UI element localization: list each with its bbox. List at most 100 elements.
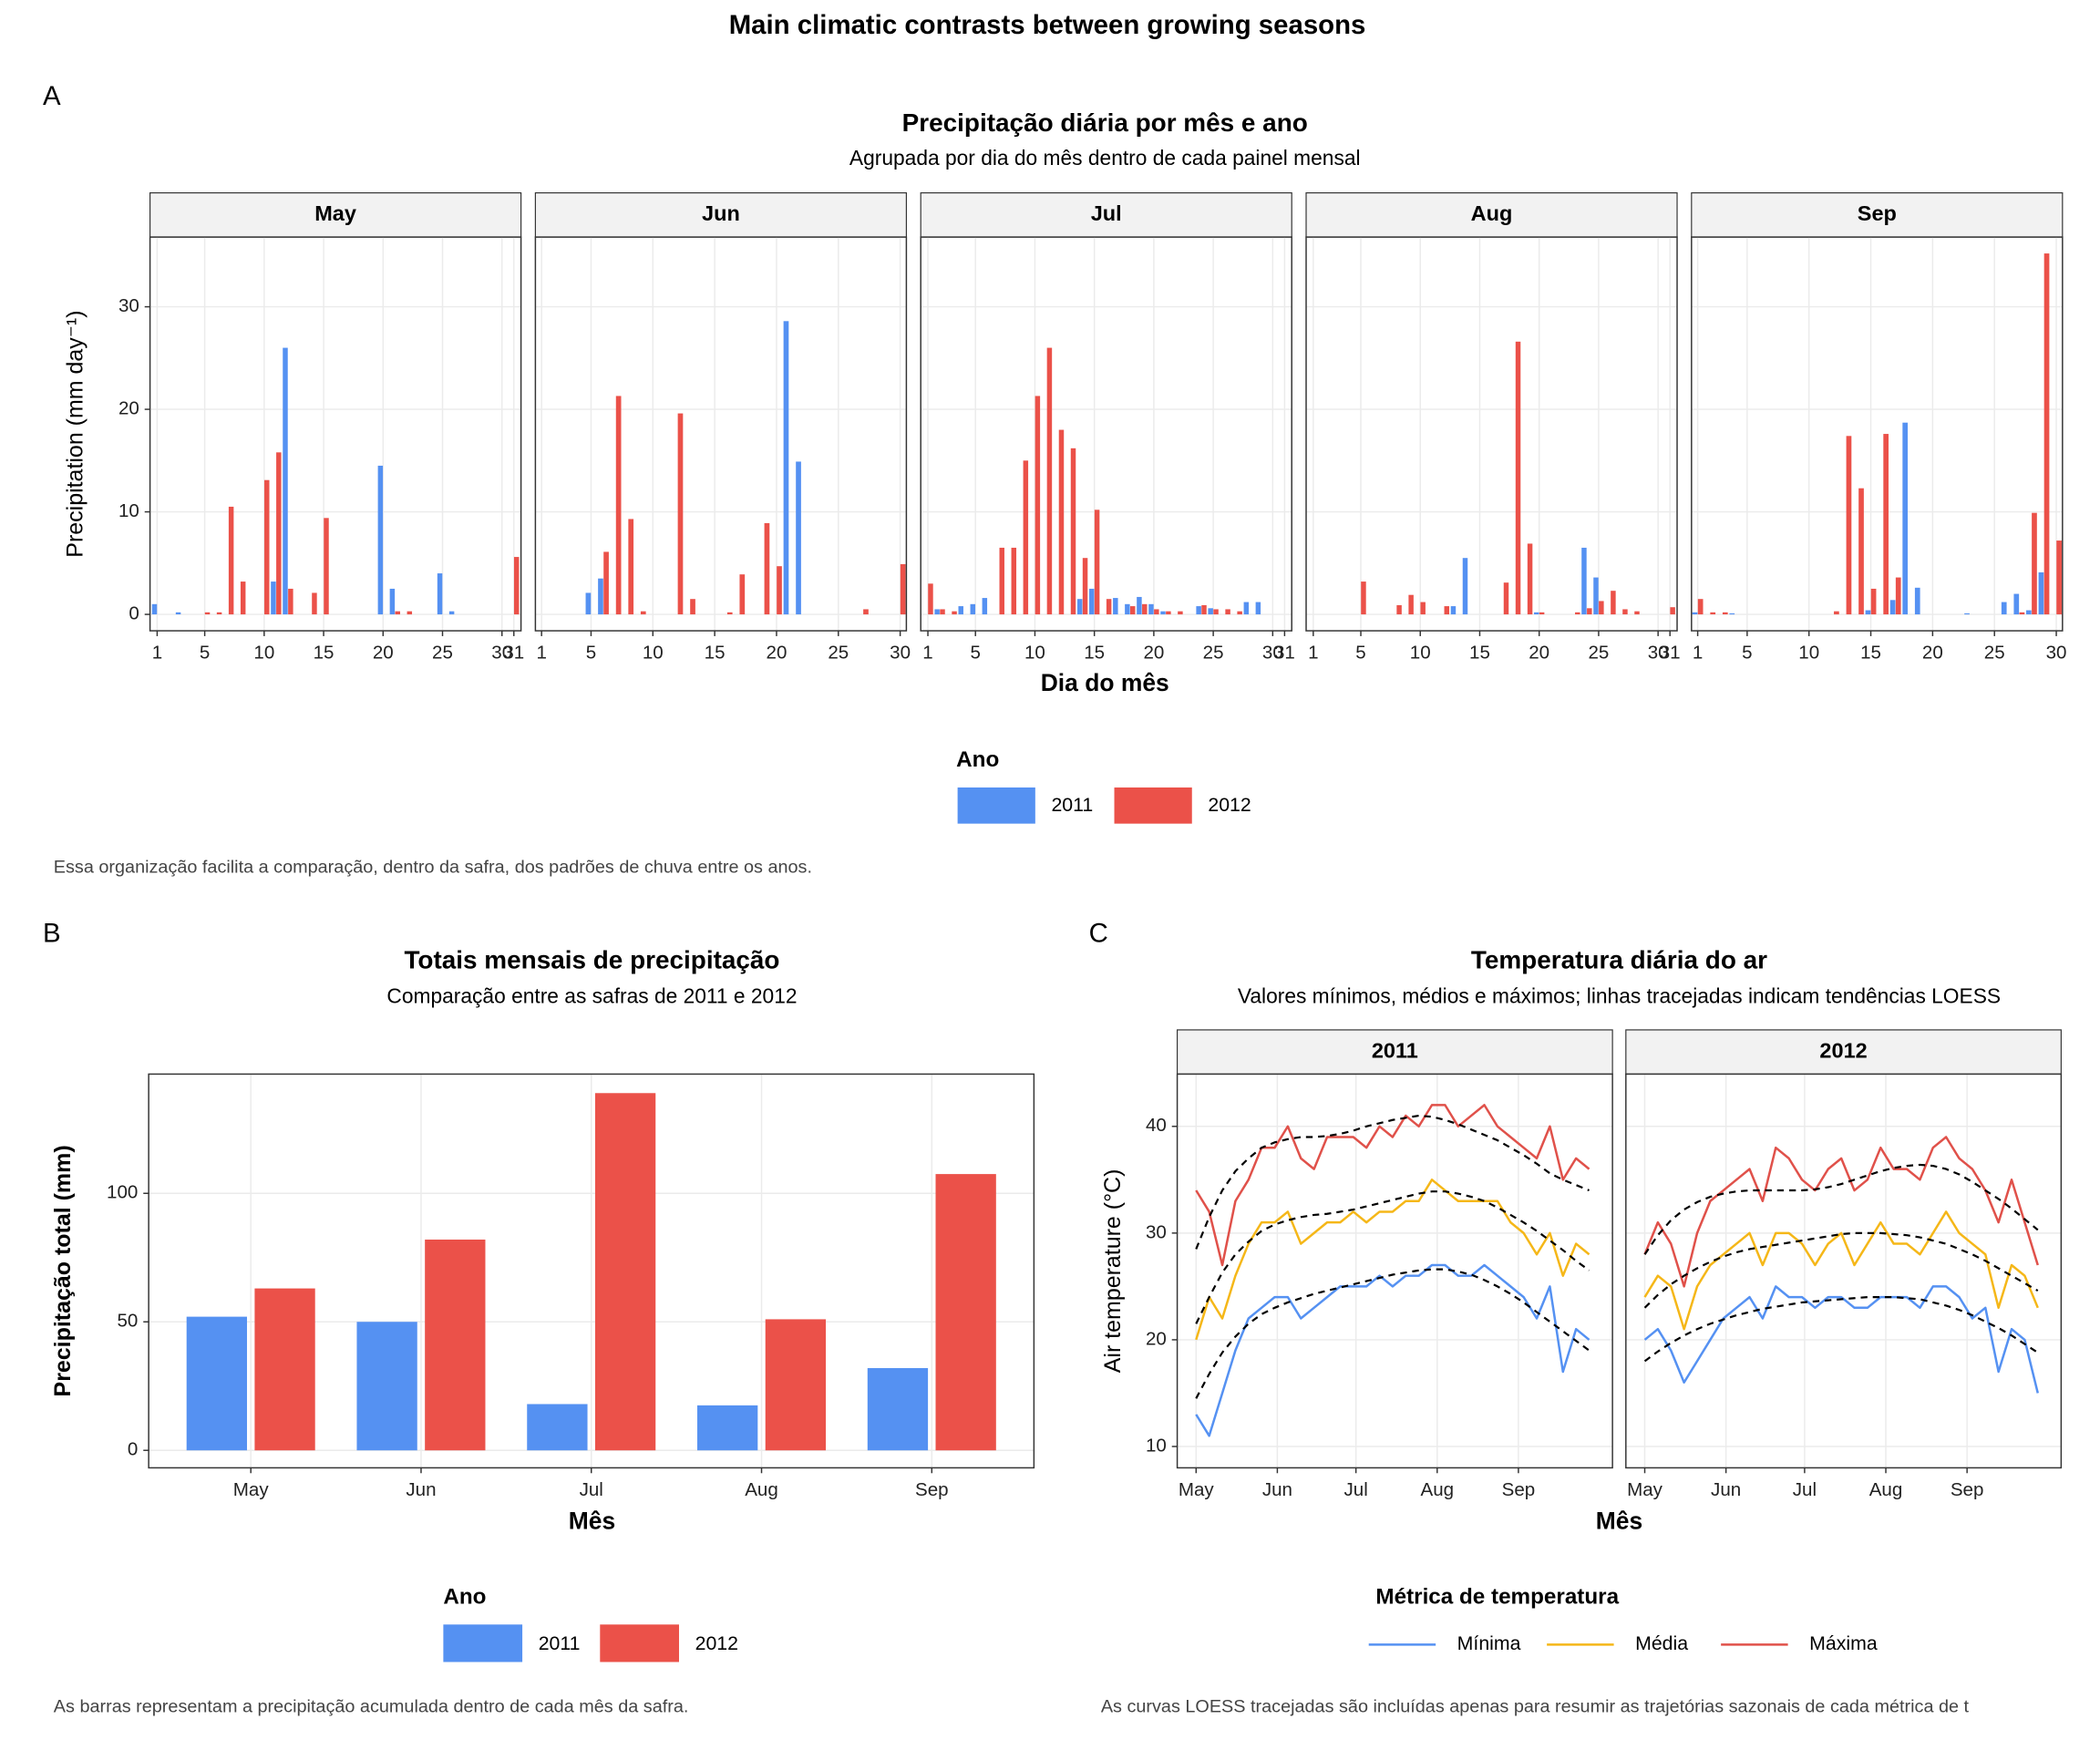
bar [407,611,413,615]
chart-title: Temperatura diária do ar [1471,945,1767,973]
line [1195,1263,1590,1437]
x-tick-label: 25 [828,642,849,663]
x-tick-label: May [1179,1479,1215,1500]
y-tick-label: 20 [1146,1328,1167,1349]
y-axis-title: Air temperature (°C) [1100,1169,1126,1374]
x-tick-label: 20 [767,642,788,663]
panel-border [149,236,522,632]
bar [1420,602,1426,615]
bar [1527,543,1533,615]
x-tick-label: 31 [1660,642,1681,663]
bar [425,1240,486,1451]
bar [377,465,384,615]
chart-title: Precipitação diária por mês e ano [902,108,1308,137]
bar [982,598,988,615]
x-tick-label: 15 [1084,642,1105,663]
bar [1201,604,1207,615]
x-tick-label: 30 [491,642,512,663]
x-tick-label: Aug [1869,1479,1903,1500]
x-tick-label: 1 [1693,642,1703,663]
bar [2026,610,2032,615]
bar [228,506,234,615]
figure-title: Main climatic contrasts between growing … [729,10,1366,40]
bar [1599,601,1604,615]
bar [1154,609,1159,615]
x-tick-label: Jun [406,1479,436,1500]
bar [1462,558,1468,615]
x-tick-label: Jun [1262,1479,1292,1500]
bar [1593,577,1599,615]
bar [940,609,945,615]
bar [1213,609,1219,615]
bar [1208,608,1213,615]
panel-border [1691,236,2064,632]
bar [1964,612,1970,615]
y-tick-label: 20 [118,398,139,419]
y-tick-label: 10 [1146,1435,1167,1456]
bar [1581,547,1587,615]
y-axis-title: Precipitação total (mm) [50,1145,76,1396]
bar [186,1316,247,1451]
facet-label: May [314,201,356,225]
bar [2019,612,2025,615]
x-tick-label: 1 [1308,642,1318,663]
bar [690,599,695,615]
legend-label: 2012 [1208,794,1251,816]
bar [264,479,270,615]
bar [527,1404,588,1451]
bar [204,612,211,615]
bar [970,603,976,615]
bar [1046,347,1053,615]
bar [867,1368,929,1451]
bar [1396,604,1402,615]
x-tick-label: 25 [432,642,453,663]
bar [1870,588,1877,615]
bar [1255,602,1261,615]
bar [1587,608,1592,615]
facet-strip [1691,191,2064,238]
x-tick-label: 15 [705,642,726,663]
bar [1846,436,1852,615]
panel-border [920,236,1292,632]
bar [935,1174,996,1451]
bar [1902,422,1909,615]
bar [1408,594,1414,615]
panel-border [1625,1073,2063,1469]
bar [1710,612,1716,615]
y-tick-label: 0 [128,1439,138,1460]
bar [1515,341,1521,615]
chart-subtitle: Agrupada por dia do mês dentro de cada p… [849,146,1361,170]
x-tick-label: 10 [253,642,274,663]
x-tick-label: 5 [200,642,210,663]
facet-label: Jun [702,201,740,225]
bar [1137,596,1142,615]
x-tick-label: Aug [745,1479,778,1500]
x-tick-label: 5 [586,642,596,663]
x-tick-label: Aug [1420,1479,1454,1500]
bar [1914,587,1920,615]
panel-border [1305,236,1678,632]
bar [2056,540,2062,615]
line [1643,1210,2039,1331]
x-tick-label: 15 [1469,642,1490,663]
bar [1611,591,1616,615]
bar [1088,588,1095,615]
bar [1023,460,1029,615]
x-tick-label: 10 [1024,642,1045,663]
x-tick-label: 30 [890,642,911,663]
x-tick-label: 5 [1355,642,1365,663]
bar [777,566,782,615]
bar [1178,611,1183,615]
x-axis-title: Mês [1596,1508,1642,1535]
y-axis-title: Precipitation (mm day⁻¹) [62,310,88,557]
bar [1722,612,1728,615]
x-tick-label: 15 [1860,642,1881,663]
bar [1692,612,1698,615]
legend-title: Ano [956,747,999,772]
bar [900,563,906,615]
x-tick-label: 25 [1588,642,1609,663]
bar [1058,429,1065,615]
caption: Essa organização facilita a comparação, … [54,857,812,877]
